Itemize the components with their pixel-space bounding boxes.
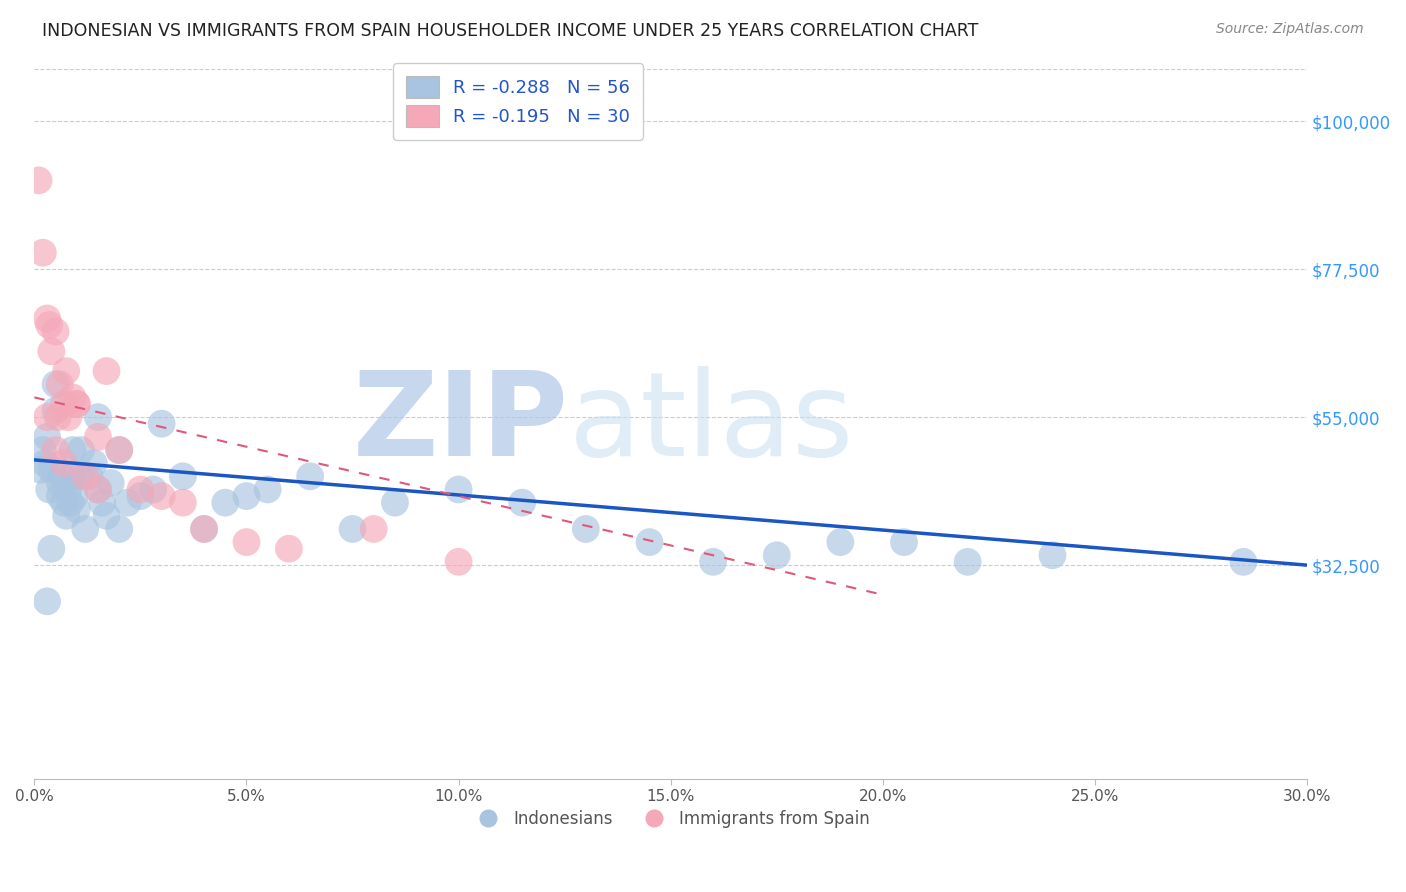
Point [129, 489, 152, 503]
Point [1042, 549, 1064, 563]
Legend: Indonesians, Immigrants from Spain: Indonesians, Immigrants from Spain [465, 803, 877, 835]
Point [59, 496, 82, 510]
Point [45, 403, 67, 417]
Point [100, 475, 122, 490]
Text: atlas: atlas [569, 367, 855, 481]
Point [235, 489, 257, 503]
Point [108, 522, 131, 536]
Point [37, 410, 59, 425]
Point [41, 344, 63, 359]
Point [342, 522, 364, 536]
Point [49, 377, 72, 392]
Point [108, 443, 131, 458]
Point [575, 522, 598, 536]
Point [193, 522, 215, 536]
Point [55, 508, 77, 523]
Point [363, 522, 385, 536]
Point [638, 535, 661, 549]
Point [41, 541, 63, 556]
Point [70, 469, 93, 483]
Point [66, 397, 89, 411]
Point [91, 496, 114, 510]
Point [83, 456, 105, 470]
Point [62, 469, 84, 483]
Point [510, 496, 533, 510]
Point [66, 502, 89, 516]
Point [87, 430, 110, 444]
Point [384, 496, 406, 510]
Point [62, 443, 84, 458]
Point [172, 469, 194, 483]
Point [702, 555, 724, 569]
Point [87, 483, 110, 497]
Text: Source: ZipAtlas.com: Source: ZipAtlas.com [1216, 22, 1364, 37]
Point [87, 483, 110, 497]
Point [150, 417, 173, 431]
Point [34, 456, 56, 470]
Point [37, 594, 59, 608]
Point [55, 364, 77, 378]
Point [830, 535, 852, 549]
Point [49, 475, 72, 490]
Point [277, 541, 299, 556]
Point [53, 456, 76, 470]
Point [46, 410, 69, 425]
Point [38, 318, 60, 332]
Point [447, 555, 470, 569]
Point [58, 410, 80, 425]
Point [31, 245, 53, 260]
Point [108, 443, 131, 458]
Point [96, 508, 118, 523]
Point [299, 469, 322, 483]
Point [41, 463, 63, 477]
Text: INDONESIAN VS IMMIGRANTS FROM SPAIN HOUSEHOLDER INCOME UNDER 25 YEARS CORRELATIO: INDONESIAN VS IMMIGRANTS FROM SPAIN HOUS… [42, 22, 979, 40]
Point [49, 489, 72, 503]
Point [37, 311, 59, 326]
Text: ZIP: ZIP [353, 367, 569, 481]
Point [214, 496, 236, 510]
Point [193, 522, 215, 536]
Point [45, 325, 67, 339]
Point [96, 364, 118, 378]
Point [117, 496, 139, 510]
Point [256, 483, 278, 497]
Point [172, 496, 194, 510]
Point [51, 469, 73, 483]
Point [765, 549, 787, 563]
Point [31, 443, 53, 458]
Point [235, 535, 257, 549]
Point [142, 483, 165, 497]
Point [30, 463, 52, 477]
Point [62, 391, 84, 405]
Point [27, 173, 49, 187]
Point [53, 496, 76, 510]
Point [79, 469, 101, 483]
Point [75, 469, 97, 483]
Point [893, 535, 915, 549]
Point [1232, 555, 1254, 569]
Point [956, 555, 979, 569]
Point [150, 489, 173, 503]
Point [45, 377, 67, 392]
Point [66, 397, 89, 411]
Point [447, 483, 470, 497]
Point [129, 483, 152, 497]
Point [45, 443, 67, 458]
Point [63, 489, 86, 503]
Point [87, 410, 110, 425]
Point [70, 443, 93, 458]
Point [53, 397, 76, 411]
Point [58, 483, 80, 497]
Point [75, 522, 97, 536]
Point [38, 483, 60, 497]
Point [37, 430, 59, 444]
